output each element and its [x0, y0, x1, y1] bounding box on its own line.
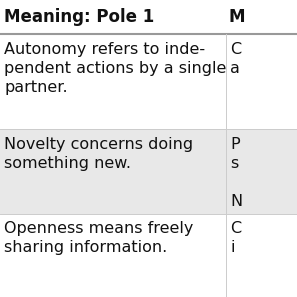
- Text: M: M: [229, 8, 245, 26]
- Bar: [0, 129, 297, 214]
- Text: P
s

N: P s N: [230, 137, 242, 209]
- Text: Autonomy refers to inde-
pendent actions by a single
partner.: Autonomy refers to inde- pendent actions…: [4, 42, 227, 95]
- Text: C
i: C i: [230, 221, 241, 255]
- Bar: [0, 214, 297, 297]
- Bar: [0, 0, 297, 34]
- Text: Openness means freely
sharing information.: Openness means freely sharing informatio…: [4, 221, 194, 255]
- Text: Novelty concerns doing
something new.: Novelty concerns doing something new.: [4, 137, 194, 171]
- Bar: [0, 34, 297, 129]
- Text: C
a: C a: [230, 42, 241, 76]
- Text: Meaning: Pole 1: Meaning: Pole 1: [4, 8, 155, 26]
